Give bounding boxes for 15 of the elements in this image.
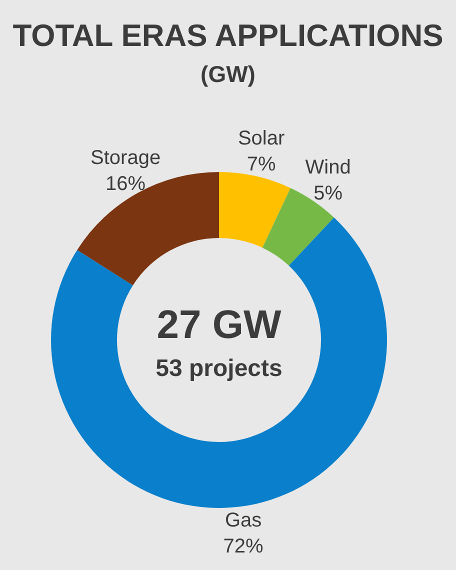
data-label: 5% (314, 182, 343, 205)
donut-slice (77, 172, 219, 286)
slice-label: Solar (238, 128, 285, 150)
donut-slice (219, 172, 291, 248)
chart-title: TOTAL ERAS APPLICATIONS (12, 18, 444, 53)
chart-subtitle: (GW) (200, 61, 256, 87)
donut-slice (51, 218, 387, 508)
slice-label: Storage (90, 146, 161, 169)
data-label: 7% (246, 154, 276, 176)
data-label: 16% (106, 172, 146, 195)
text: 53 projects (156, 355, 282, 382)
text: 27 GW (156, 303, 282, 347)
slice-label: Wind (305, 156, 351, 179)
slice-label: Gas (224, 509, 262, 532)
data-label: 72% (223, 535, 264, 558)
